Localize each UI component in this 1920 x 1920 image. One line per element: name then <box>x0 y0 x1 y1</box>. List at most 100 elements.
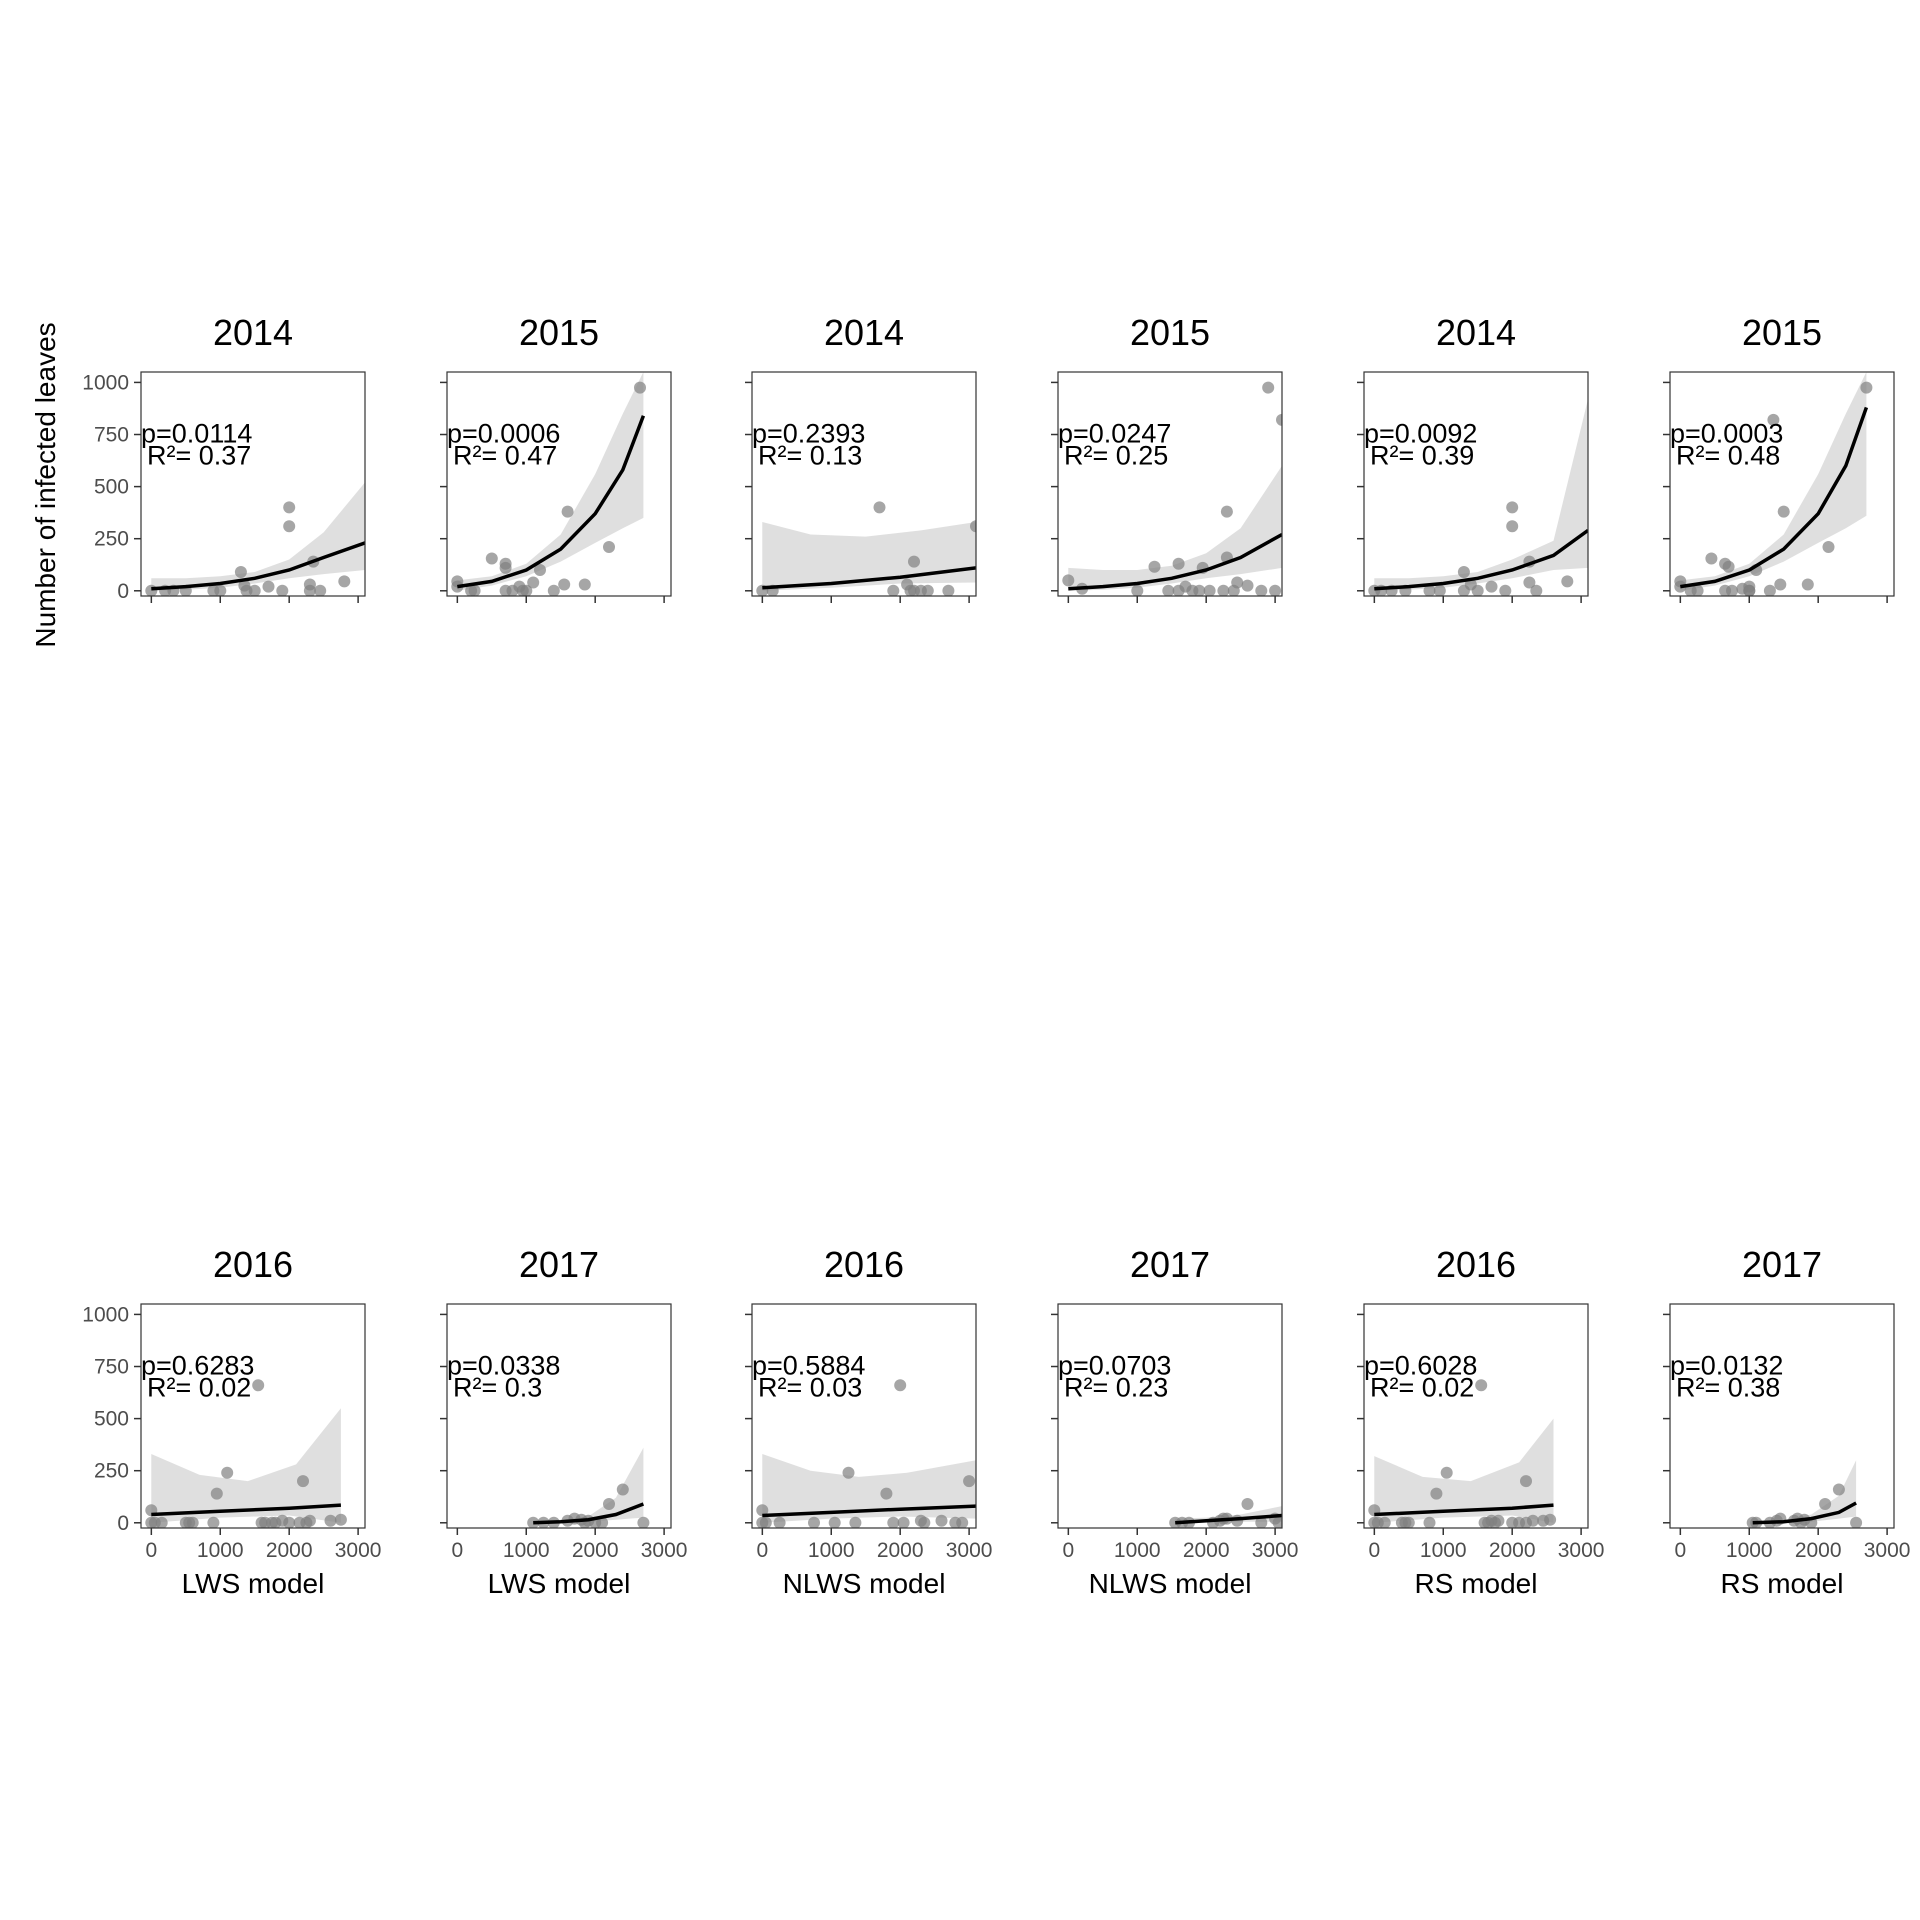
data-point <box>1241 1498 1254 1510</box>
x-tick-label: 1000 <box>808 1539 855 1562</box>
r-squared-label: R²= 0.39 <box>1370 441 1474 471</box>
data-point <box>1203 584 1216 596</box>
data-point <box>1172 557 1185 570</box>
data-point <box>276 584 289 596</box>
p-value-label: p=0.0338 <box>447 1351 560 1381</box>
data-point <box>499 561 512 574</box>
panel-title: 2015 <box>1130 312 1210 353</box>
data-point <box>1777 505 1790 518</box>
data-point <box>527 576 540 589</box>
data-point <box>1523 576 1536 589</box>
data-point <box>520 584 533 596</box>
data-point <box>1561 575 1574 588</box>
data-point <box>1767 413 1780 426</box>
data-point <box>970 520 976 533</box>
data-point <box>1471 584 1484 596</box>
data-point <box>214 584 227 596</box>
data-point <box>1241 579 1254 592</box>
panel-title: 2016 <box>213 1244 293 1285</box>
data-point <box>921 584 934 596</box>
data-point <box>1832 1483 1845 1496</box>
data-point <box>1378 1516 1391 1528</box>
fit-line <box>533 1502 645 1525</box>
fit-line <box>1374 1503 1554 1517</box>
data-point <box>828 1516 841 1528</box>
confidence-band <box>533 1447 644 1523</box>
r-squared-label: R²= 0.48 <box>1676 441 1780 471</box>
data-point <box>1774 578 1787 591</box>
confidence-band <box>1068 465 1282 591</box>
panel-border <box>446 371 672 597</box>
data-point <box>283 520 296 533</box>
y-axis-title: Number of infected leaves <box>30 322 61 647</box>
x-axis-title: NLWS model <box>1089 1568 1252 1599</box>
data-point <box>1544 1513 1557 1526</box>
fit-line <box>151 1503 342 1517</box>
x-tick-label: 0 <box>1674 1539 1686 1562</box>
x-tick-label: 3000 <box>1864 1539 1911 1562</box>
data-point <box>303 578 316 591</box>
y-tick-label: 1000 <box>82 1303 129 1326</box>
r-squared-label: R²= 0.47 <box>453 441 557 471</box>
y-tick-label: 0 <box>117 580 129 603</box>
panel-title: 2017 <box>1130 1244 1210 1285</box>
data-point <box>756 1504 769 1517</box>
data-point <box>908 555 920 568</box>
data-point <box>186 1516 199 1528</box>
data-point <box>1763 584 1776 596</box>
data-point <box>1722 560 1735 573</box>
panel-border <box>140 1303 366 1529</box>
data-point <box>596 1516 609 1528</box>
data-point <box>1526 1514 1539 1527</box>
p-value-label: p=0.0114 <box>141 419 252 449</box>
data-point <box>759 1516 772 1528</box>
data-point <box>1148 560 1161 573</box>
fit-line <box>1374 528 1588 591</box>
data-point <box>1520 1475 1532 1488</box>
panel-title: 2015 <box>519 312 599 353</box>
data-point <box>1433 584 1446 596</box>
panel-title: 2014 <box>213 312 293 353</box>
data-point <box>1819 1498 1832 1510</box>
fit-line <box>1068 532 1282 591</box>
fit-line <box>457 415 646 589</box>
data-point <box>468 584 481 596</box>
panel-7: 2016 0 250 500 750 1000 0 1000 2000 3000 LWS model… <box>82 1244 381 1599</box>
data-point <box>849 1516 862 1528</box>
data-point <box>1475 1379 1488 1392</box>
data-point <box>234 566 247 578</box>
data-point <box>1506 520 1519 533</box>
x-axis-title: LWS model <box>488 1568 631 1599</box>
data-point <box>1860 381 1873 394</box>
data-point <box>1255 584 1268 596</box>
panel-border <box>751 371 977 597</box>
data-point <box>207 1516 220 1528</box>
y-tick-label: 0 <box>117 1512 129 1535</box>
data-point <box>262 580 275 593</box>
x-tick-label: 2000 <box>572 1539 619 1562</box>
r-squared-label: R²= 0.02 <box>147 1373 251 1403</box>
data-point <box>880 1487 893 1500</box>
data-point <box>303 1514 316 1527</box>
confidence-band <box>1752 1460 1857 1523</box>
data-point <box>485 552 498 565</box>
data-point <box>1423 1516 1436 1528</box>
confidence-band <box>457 372 644 591</box>
r-squared-label: R²= 0.03 <box>758 1373 862 1403</box>
data-point <box>603 1498 615 1510</box>
panel-border <box>1057 371 1283 597</box>
p-value-label: p=0.0247 <box>1058 419 1171 449</box>
panel-title: 2014 <box>824 312 904 353</box>
p-value-label: p=0.0092 <box>1364 419 1477 449</box>
x-tick-label: 3000 <box>335 1539 382 1562</box>
y-tick-label: 750 <box>94 424 129 447</box>
data-point <box>616 1483 629 1496</box>
data-point <box>1276 413 1282 426</box>
